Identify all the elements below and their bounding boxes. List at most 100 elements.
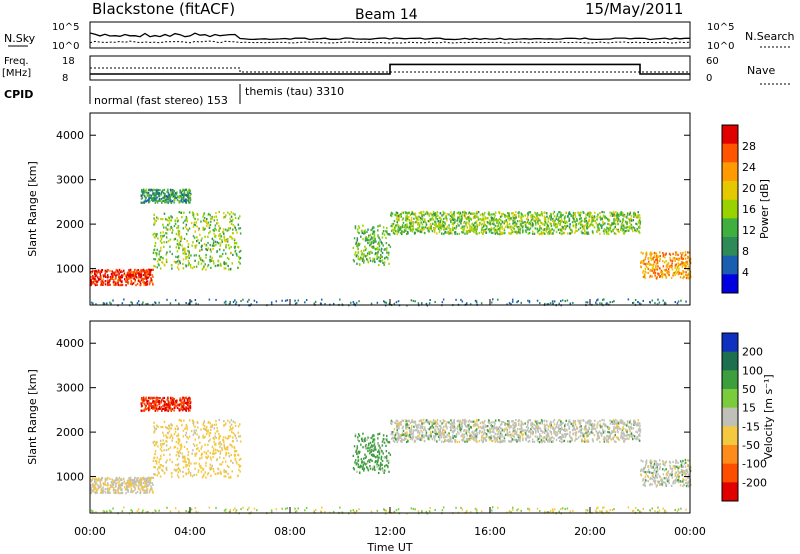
- power-cell: [379, 255, 382, 258]
- power-cell: [238, 255, 240, 258]
- power-cell: [153, 258, 155, 261]
- colorbar-tick-label: 24: [742, 161, 756, 174]
- power-cell: [675, 272, 677, 275]
- power-cell: [173, 195, 176, 198]
- velocity-cell: [166, 405, 168, 408]
- power-cell: [128, 269, 130, 272]
- power-cell: [154, 251, 157, 255]
- power-cell: [440, 217, 442, 220]
- velocity-cell: [518, 438, 520, 441]
- power-cell: [207, 221, 210, 224]
- power-cell: [465, 217, 467, 220]
- power-cell: [185, 199, 188, 202]
- velocity-cell: [571, 436, 573, 440]
- power-cell: [230, 219, 232, 222]
- velocity-cell: [208, 420, 210, 424]
- velocity-cell: [239, 457, 242, 460]
- velocity-cell: [145, 482, 148, 485]
- power-cell: [533, 215, 536, 218]
- velocity-cell: [442, 425, 445, 428]
- velocity-cell: [189, 398, 191, 401]
- power-cell: [164, 192, 166, 196]
- power-cell: [637, 220, 640, 223]
- power-cell: [152, 193, 154, 196]
- power-cell: [585, 231, 588, 234]
- velocity-cell: [193, 462, 196, 465]
- freq-unit-label: [MHz]: [2, 68, 31, 79]
- power-cell: [424, 226, 426, 229]
- power-cell: [412, 227, 414, 230]
- power-cell: [512, 298, 514, 301]
- power-cell: [229, 213, 231, 216]
- velocity-cell: [213, 452, 216, 455]
- velocity-cell: [493, 424, 496, 427]
- power-cell: [147, 188, 150, 191]
- power-cell: [95, 274, 98, 277]
- power-cell: [579, 222, 581, 225]
- power-cell: [195, 265, 198, 268]
- power-cell: [413, 221, 415, 224]
- power-cell: [588, 215, 590, 218]
- power-cell: [405, 217, 407, 220]
- power-cell: [512, 212, 514, 215]
- velocity-cell: [193, 444, 196, 447]
- power-cell: [508, 213, 510, 216]
- power-cell: [467, 212, 470, 215]
- power-cell: [186, 191, 189, 194]
- power-cell: [239, 232, 242, 235]
- velocity-cell: [172, 396, 174, 400]
- velocity-cell: [153, 440, 156, 443]
- velocity-cell: [377, 459, 379, 462]
- power-cell: [655, 258, 657, 261]
- power-cell: [206, 218, 208, 221]
- power-cell: [599, 215, 601, 218]
- velocity-cell: [224, 423, 226, 427]
- power-cell: [401, 224, 404, 227]
- power-cell: [639, 226, 641, 229]
- velocity-cell: [137, 477, 139, 480]
- power-cell: [461, 215, 463, 218]
- power-cell: [364, 245, 366, 248]
- velocity-cell: [200, 447, 202, 450]
- power-cell: [581, 232, 583, 235]
- velocity-cell: [169, 446, 172, 449]
- power-cell: [490, 227, 493, 230]
- velocity-cell: [159, 407, 161, 410]
- power-cell: [460, 226, 463, 230]
- power-cell: [420, 211, 422, 214]
- power-cell: [478, 224, 480, 227]
- velocity-cell: [517, 439, 519, 442]
- velocity-cell: [503, 430, 505, 433]
- velocity-cell: [404, 431, 407, 435]
- power-cell: [433, 229, 436, 232]
- power-cell: [476, 232, 478, 235]
- power-cell: [452, 221, 455, 224]
- power-cell: [194, 217, 196, 221]
- velocity-cell: [164, 406, 167, 409]
- power-cell: [170, 219, 173, 222]
- power-cell: [380, 240, 382, 243]
- power-cell: [137, 269, 139, 272]
- power-cell: [661, 275, 663, 278]
- velocity-cell: [132, 479, 134, 482]
- power-cell: [497, 219, 499, 222]
- power-cell: [381, 259, 384, 262]
- velocity-cell: [372, 449, 375, 452]
- velocity-cell: [131, 482, 134, 485]
- power-cell: [393, 232, 396, 235]
- power-cell: [512, 215, 515, 218]
- velocity-cell: [379, 464, 382, 467]
- velocity-cell: [183, 403, 185, 406]
- power-cell: [231, 262, 233, 265]
- power-cell: [516, 220, 519, 223]
- power-cell: [551, 232, 553, 235]
- velocity-cell: [173, 446, 175, 449]
- velocity-cell: [395, 422, 397, 425]
- power-cell: [158, 253, 160, 256]
- power-cell: [489, 219, 491, 222]
- power-cell: [150, 277, 152, 280]
- power-cell: [102, 278, 104, 281]
- power-cell: [650, 251, 652, 254]
- power-cell: [196, 212, 198, 216]
- velocity-cell: [138, 484, 140, 487]
